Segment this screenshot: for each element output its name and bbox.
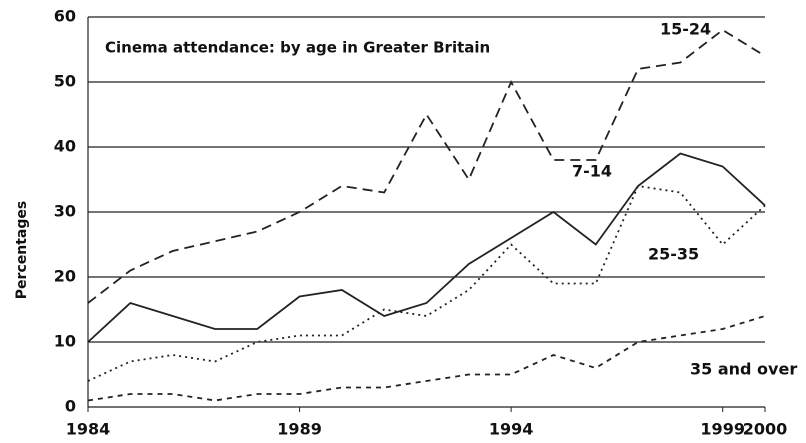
y-tick-label: 20 xyxy=(54,267,76,286)
series-label: 15-24 xyxy=(660,20,711,39)
series-label: 25-35 xyxy=(648,245,699,264)
series-line xyxy=(87,152,766,343)
series-label: 35 and over xyxy=(690,360,797,379)
y-tick-label: 0 xyxy=(65,397,76,416)
series-line xyxy=(87,185,766,382)
series-line xyxy=(87,28,766,304)
x-tick-label: 1984 xyxy=(66,420,111,439)
series-label: 7-14 xyxy=(572,162,612,181)
y-tick-label: 30 xyxy=(54,202,76,221)
y-tick-label: 60 xyxy=(54,7,76,26)
series-line xyxy=(87,315,766,402)
x-tick-label: 1989 xyxy=(277,420,322,439)
x-tick-label: 2000 xyxy=(743,420,788,439)
y-tick-label: 50 xyxy=(54,72,76,91)
y-tick-label: 40 xyxy=(54,137,76,156)
x-tick-label: 1994 xyxy=(489,420,534,439)
y-tick-label: 10 xyxy=(54,332,76,351)
chart-title: Cinema attendance: by age in Greater Bri… xyxy=(105,39,490,57)
x-tick-label: 1999 xyxy=(700,420,745,439)
y-axis-label: Percentages xyxy=(14,201,30,299)
